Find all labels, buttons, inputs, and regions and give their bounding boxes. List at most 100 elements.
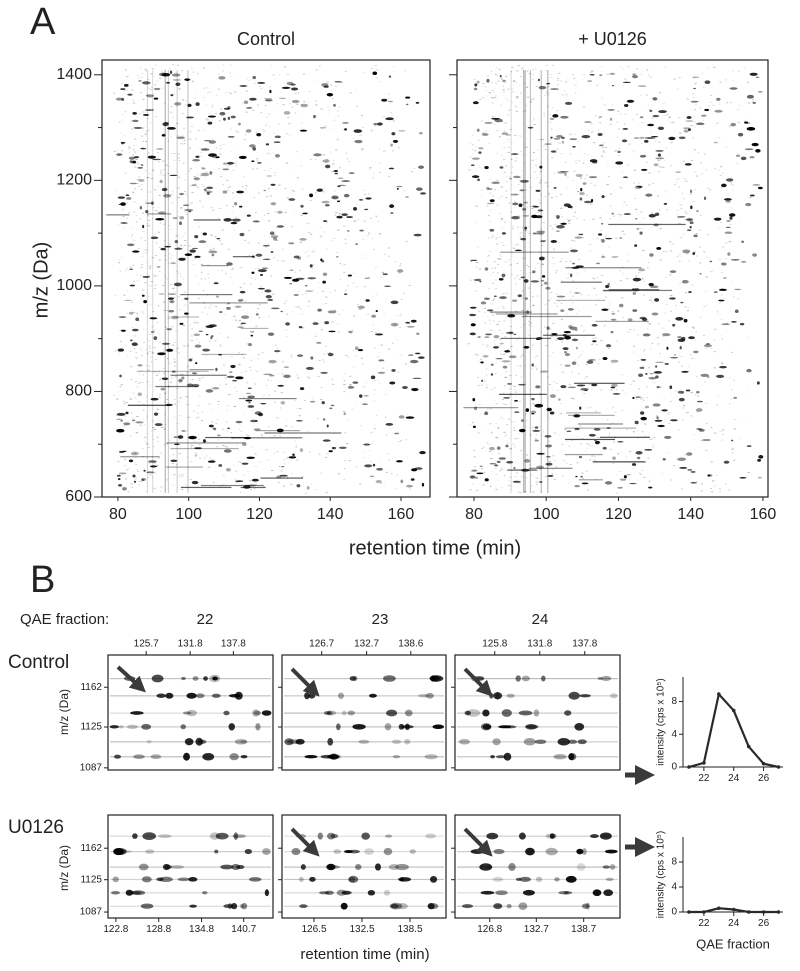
- speckle: [277, 373, 280, 375]
- speckle: [291, 106, 294, 108]
- speckle: [596, 276, 598, 278]
- spot: [219, 111, 226, 116]
- spot: [117, 477, 121, 481]
- speckle: [133, 188, 137, 190]
- speckle: [123, 400, 125, 402]
- speckle: [198, 444, 201, 446]
- speckle: [307, 305, 310, 307]
- spot: [198, 240, 207, 244]
- speckle: [203, 67, 206, 69]
- spot: [532, 430, 541, 432]
- speckle: [309, 199, 312, 201]
- speckle: [142, 140, 144, 142]
- speckle: [113, 394, 115, 396]
- x-axis-label: retention time (min): [349, 537, 521, 559]
- speckle: [115, 190, 118, 192]
- spot: [244, 849, 253, 855]
- speckle: [123, 134, 126, 136]
- spot: [690, 471, 696, 473]
- speckle: [153, 330, 156, 332]
- speckle: [572, 261, 574, 263]
- spot: [746, 127, 756, 131]
- speckle: [640, 398, 643, 400]
- speckle: [189, 138, 192, 140]
- speckle: [179, 309, 181, 311]
- spot: [693, 350, 699, 354]
- speckle: [121, 473, 123, 475]
- speckle: [190, 335, 194, 337]
- speckle: [483, 312, 486, 314]
- speckle: [524, 491, 527, 493]
- speckle: [482, 167, 484, 169]
- speckle: [145, 201, 147, 203]
- spot: [245, 392, 251, 395]
- speckle: [232, 205, 234, 207]
- speckle: [490, 70, 493, 72]
- spot: [537, 78, 540, 82]
- speckle: [500, 219, 504, 221]
- speckle: [724, 79, 727, 81]
- spot: [378, 359, 385, 362]
- spot: [257, 82, 266, 84]
- speckle: [206, 119, 209, 121]
- speckle: [190, 447, 192, 449]
- speckle: [164, 373, 166, 375]
- speckle: [147, 225, 151, 227]
- speckle: [524, 110, 527, 112]
- arrow: [463, 827, 493, 857]
- speckle: [540, 284, 543, 286]
- speckle: [525, 146, 528, 148]
- spot: [202, 232, 207, 236]
- speckle: [541, 100, 544, 102]
- spot: [119, 329, 127, 331]
- speckle: [273, 132, 275, 134]
- speckle: [324, 456, 328, 458]
- speckle: [509, 388, 511, 390]
- speckle: [631, 119, 634, 121]
- spot: [133, 156, 140, 159]
- speckle: [154, 462, 156, 464]
- spot: [536, 465, 544, 469]
- speckle: [489, 423, 492, 425]
- speckle: [719, 430, 722, 432]
- speckle: [659, 228, 662, 230]
- spot: [170, 262, 177, 265]
- speckle: [406, 455, 409, 457]
- speckle: [520, 269, 522, 271]
- spot: [545, 286, 551, 290]
- speckle: [550, 336, 552, 338]
- speckle: [475, 205, 478, 207]
- speckle: [198, 226, 201, 228]
- speckle: [210, 234, 212, 236]
- speckle: [540, 491, 543, 493]
- spot: [744, 121, 749, 124]
- spot: [400, 725, 414, 729]
- streak: [231, 437, 303, 439]
- speckle: [285, 313, 289, 315]
- speckle: [641, 278, 644, 280]
- spot: [729, 216, 733, 220]
- speckle: [130, 378, 133, 380]
- speckle: [121, 114, 124, 116]
- speckle: [176, 270, 178, 272]
- speckle: [521, 68, 523, 70]
- spot: [357, 305, 365, 309]
- spot: [502, 132, 508, 135]
- speckle: [609, 304, 612, 306]
- speckle: [222, 184, 224, 186]
- speckle: [589, 243, 592, 245]
- speckle: [558, 72, 561, 74]
- spot: [639, 366, 645, 369]
- speckle: [652, 302, 654, 304]
- speckle: [401, 298, 403, 300]
- spot: [713, 291, 718, 293]
- speckle: [677, 217, 680, 219]
- spot: [557, 738, 570, 746]
- speckle: [153, 288, 157, 290]
- speckle: [222, 364, 226, 366]
- speckle: [235, 391, 238, 393]
- speckle: [162, 367, 165, 369]
- speckle: [245, 111, 248, 113]
- speckle: [247, 242, 250, 244]
- spot: [639, 231, 643, 235]
